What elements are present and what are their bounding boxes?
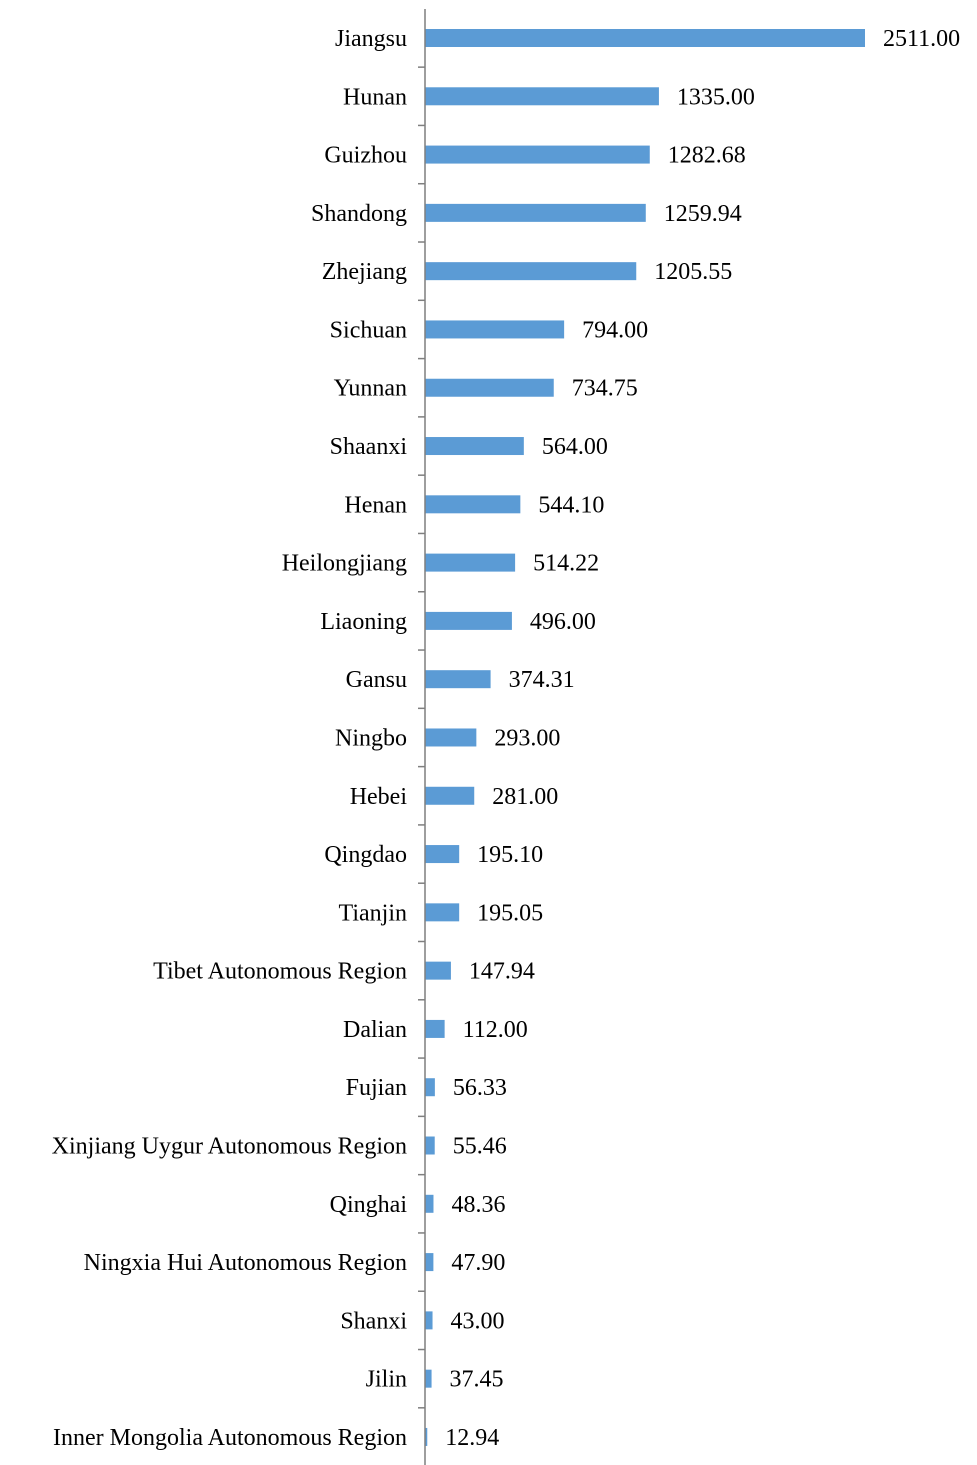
category-label: Tibet Autonomous Region <box>153 959 407 985</box>
bar-17 <box>425 1019 445 1038</box>
labels-layer: Jiangsu 2511.00 Hunan 1335.00 Guizhou 1282.68… <box>52 26 960 1451</box>
value-label: 43.00 <box>451 1308 505 1334</box>
category-label: Hebei <box>350 784 408 810</box>
bar-2 <box>425 145 650 164</box>
value-label: 374.31 <box>509 667 575 693</box>
category-label: Henan <box>344 492 407 518</box>
value-label: 37.45 <box>450 1367 504 1393</box>
value-label: 496.00 <box>530 609 596 635</box>
bar-21 <box>425 1253 434 1272</box>
category-label: Dalian <box>343 1017 407 1043</box>
category-label: Heilongjiang <box>282 551 407 577</box>
bars-layer <box>425 29 865 1446</box>
category-label: Ningbo <box>335 725 407 751</box>
category-label: Qingdao <box>324 842 407 868</box>
category-label: Guizhou <box>324 143 407 169</box>
bar-7 <box>425 437 524 456</box>
value-label: 544.10 <box>538 492 604 518</box>
category-label: Fujian <box>346 1075 407 1101</box>
value-label: 56.33 <box>453 1075 507 1101</box>
category-label: Inner Mongolia Autonomous Region <box>53 1425 407 1451</box>
value-label: 2511.00 <box>883 26 960 52</box>
value-label: 734.75 <box>572 376 638 402</box>
value-label: 48.36 <box>451 1192 505 1218</box>
category-label: Shanxi <box>340 1308 407 1334</box>
value-label: 12.94 <box>445 1425 499 1451</box>
value-label: 564.00 <box>542 434 608 460</box>
value-label: 147.94 <box>469 959 535 985</box>
bar-6 <box>425 378 554 397</box>
category-label: Gansu <box>346 667 407 693</box>
value-label: 195.05 <box>477 900 543 926</box>
axis-layer <box>418 9 426 1465</box>
bar-23 <box>425 1369 432 1388</box>
category-label: Yunnan <box>334 376 407 402</box>
bar-5 <box>425 320 565 339</box>
bar-11 <box>425 670 491 689</box>
category-label: Shaanxi <box>330 434 408 460</box>
bar-0 <box>425 29 865 47</box>
category-label: Hunan <box>343 84 407 110</box>
value-label: 514.22 <box>533 551 599 577</box>
bar-1 <box>425 87 659 106</box>
value-label: 1335.00 <box>677 84 755 110</box>
category-label: Tianjin <box>339 900 407 926</box>
category-label: Jilin <box>366 1367 407 1393</box>
bar-16 <box>425 961 451 980</box>
bar-12 <box>425 728 477 747</box>
bar-4 <box>425 262 637 281</box>
category-label: Jiangsu <box>335 26 407 52</box>
value-label: 1259.94 <box>664 201 742 227</box>
category-label: Xinjiang Uygur Autonomous Region <box>52 1134 407 1160</box>
category-label: Liaoning <box>320 609 407 635</box>
bar-8 <box>425 495 521 514</box>
bar-24 <box>425 1427 428 1446</box>
bar-18 <box>425 1078 435 1097</box>
bar-13 <box>425 786 475 805</box>
bar-3 <box>425 203 646 222</box>
value-label: 794.00 <box>582 317 648 343</box>
value-label: 281.00 <box>492 784 558 810</box>
bar-19 <box>425 1136 435 1155</box>
category-label: Zhejiang <box>322 259 407 285</box>
category-label: Sichuan <box>330 317 407 343</box>
category-label: Ningxia Hui Autonomous Region <box>84 1250 407 1276</box>
bar-10 <box>425 611 512 630</box>
value-label: 1205.55 <box>654 259 732 285</box>
bar-20 <box>425 1194 434 1213</box>
value-label: 112.00 <box>463 1017 528 1043</box>
bar-22 <box>425 1311 433 1330</box>
bar-15 <box>425 903 460 922</box>
value-label: 195.10 <box>477 842 543 868</box>
value-label: 1282.68 <box>668 143 746 169</box>
category-label: Shandong <box>311 201 407 227</box>
value-label: 293.00 <box>494 725 560 751</box>
bar-14 <box>425 845 460 864</box>
category-label: Qinghai <box>330 1192 408 1218</box>
bar-9 <box>425 553 516 572</box>
value-label: 47.90 <box>451 1250 505 1276</box>
value-label: 55.46 <box>453 1134 507 1160</box>
